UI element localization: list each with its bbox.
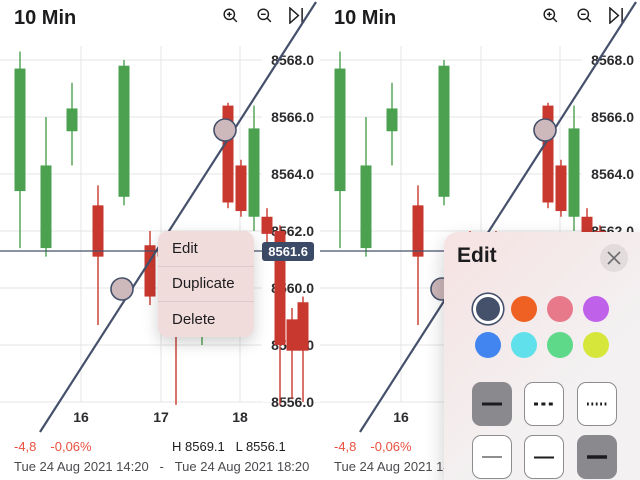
svg-text:8564.0: 8564.0 [591, 166, 634, 182]
svg-text:18: 18 [232, 409, 248, 425]
svg-text:16: 16 [73, 409, 89, 425]
svg-text:8564.0: 8564.0 [271, 166, 314, 182]
svg-text:8566.0: 8566.0 [591, 109, 634, 125]
svg-text:17: 17 [153, 409, 169, 425]
svg-text:8566.0: 8566.0 [271, 109, 314, 125]
svg-text:16: 16 [393, 409, 409, 425]
